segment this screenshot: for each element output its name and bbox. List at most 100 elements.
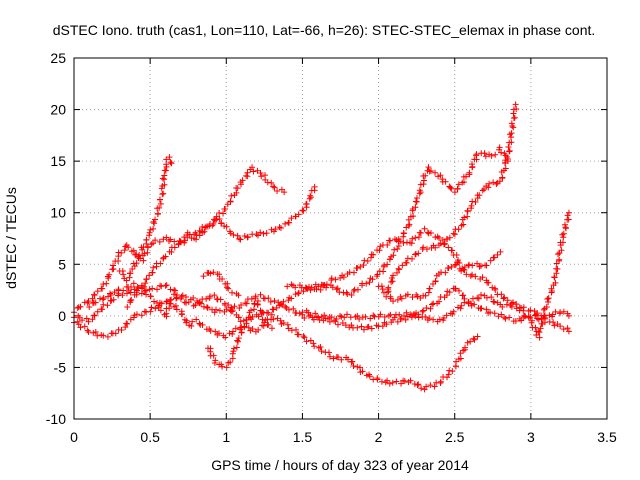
- data-point: [278, 300, 285, 307]
- data-point: [163, 310, 170, 317]
- data-point: [250, 168, 257, 175]
- data-point: [381, 262, 388, 269]
- data-point: [201, 228, 208, 235]
- data-point: [558, 247, 565, 254]
- y-axis-label: dSTEC / TECUs: [3, 187, 19, 289]
- data-point: [161, 167, 168, 174]
- data-point: [469, 161, 476, 168]
- data-point: [545, 295, 552, 302]
- data-point: [542, 315, 549, 322]
- data-point: [165, 238, 172, 245]
- data-point: [190, 294, 197, 301]
- data-point: [387, 237, 394, 244]
- data-point: [254, 301, 261, 308]
- data-point: [186, 231, 193, 238]
- data-point: [429, 301, 436, 308]
- data-point: [181, 234, 188, 241]
- data-point: [310, 316, 317, 323]
- data-point: [496, 178, 503, 185]
- data-point: [533, 311, 540, 318]
- data-point: [152, 305, 159, 312]
- data-point: [146, 229, 153, 236]
- data-point: [264, 179, 271, 186]
- data-point: [222, 206, 229, 213]
- data-point: [396, 266, 403, 273]
- data-point: [423, 383, 430, 390]
- data-point: [489, 284, 496, 291]
- data-point: [491, 254, 498, 261]
- data-point: [506, 147, 513, 154]
- data-point: [462, 344, 469, 351]
- data-point: [288, 215, 295, 222]
- data-point: [452, 285, 459, 292]
- data-point: [329, 284, 336, 291]
- data-point: [128, 296, 135, 303]
- data-point: [166, 154, 173, 161]
- data-point: [183, 319, 190, 326]
- data-point: [360, 326, 367, 333]
- data-point: [338, 356, 345, 363]
- data-point: [365, 323, 372, 330]
- data-point: [525, 314, 532, 321]
- data-point: [163, 234, 170, 241]
- data-point: [100, 281, 107, 288]
- data-point: [400, 229, 407, 236]
- data-point: [130, 280, 137, 287]
- data-point: [511, 114, 518, 121]
- data-point: [354, 286, 361, 293]
- data-point: [442, 178, 449, 185]
- data-point: [466, 169, 473, 176]
- data-point: [122, 243, 129, 250]
- data-point: [453, 252, 460, 259]
- data-point: [94, 308, 101, 315]
- data-point: [479, 187, 486, 194]
- data-point: [552, 279, 559, 286]
- data-point: [498, 311, 505, 318]
- data-point: [483, 294, 490, 301]
- data-point: [74, 318, 81, 325]
- data-point: [401, 312, 408, 319]
- data-point: [540, 306, 547, 313]
- series-arc-c: [124, 183, 318, 311]
- data-point: [494, 179, 501, 186]
- data-point: [503, 153, 510, 160]
- data-point: [390, 252, 397, 259]
- data-point: [127, 284, 134, 291]
- data-point: [364, 257, 371, 264]
- data-point: [445, 371, 452, 378]
- data-point: [389, 278, 396, 285]
- data-point: [91, 291, 98, 298]
- data-point: [172, 287, 179, 294]
- data-point: [151, 220, 158, 227]
- data-point: [485, 279, 492, 286]
- data-point: [203, 295, 210, 302]
- data-point: [455, 181, 462, 188]
- data-point: [311, 183, 318, 190]
- data-point: [210, 352, 217, 359]
- data-point: [460, 292, 467, 299]
- data-point: [223, 306, 230, 313]
- data-point: [388, 275, 395, 282]
- data-point: [409, 294, 416, 301]
- data-point: [544, 295, 551, 302]
- data-point: [235, 292, 242, 299]
- data-point: [234, 338, 241, 345]
- data-point: [492, 151, 499, 158]
- data-point: [263, 230, 270, 237]
- data-point: [384, 377, 391, 384]
- data-point: [212, 328, 219, 335]
- data-point: [81, 323, 88, 330]
- data-point: [199, 321, 206, 328]
- data-point: [500, 295, 507, 302]
- data-point: [321, 312, 328, 319]
- data-point: [207, 293, 214, 300]
- data-point: [151, 298, 158, 305]
- data-point: [421, 225, 428, 232]
- data-point: [440, 314, 447, 321]
- data-point: [226, 330, 233, 337]
- data-point: [222, 334, 229, 341]
- data-point: [127, 316, 134, 323]
- data-point: [338, 313, 345, 320]
- data-point: [464, 339, 471, 346]
